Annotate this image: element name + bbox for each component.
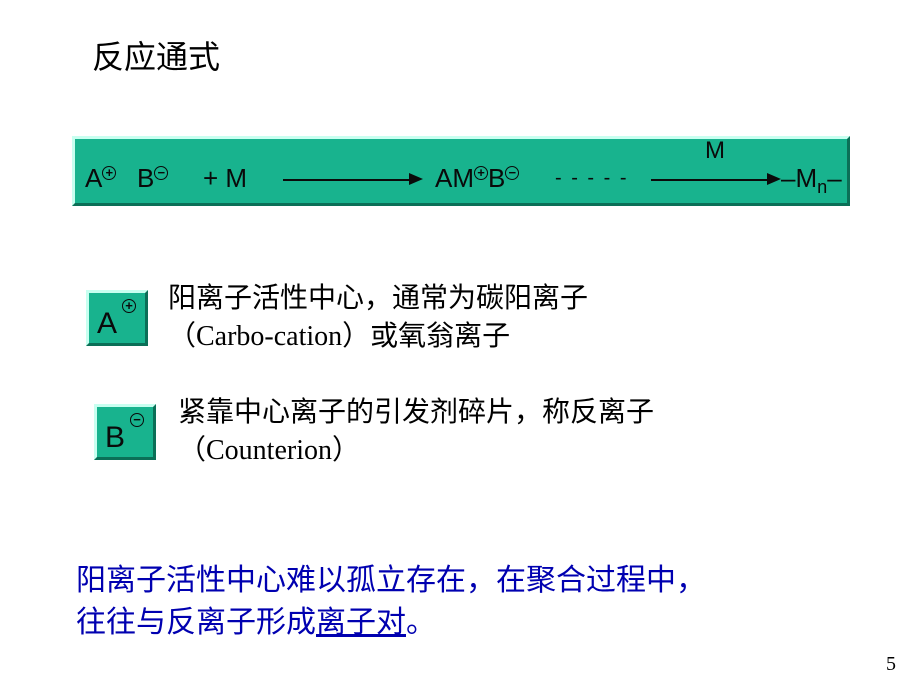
plus-circle-icon: +: [474, 166, 488, 180]
legend-a-text: 阳离子活性中心，通常为碳阳离子 （Carbo-cation）或氧翁离子: [168, 280, 588, 356]
slide: 反应通式 A+ B− + M AM+B− - - - - - M: [0, 0, 920, 690]
arrow-2-label: M: [705, 137, 725, 165]
propagation-dashes: - - - - -: [555, 167, 629, 190]
minus-circle-icon: −: [154, 166, 168, 180]
legend-b-symbol: B: [105, 421, 125, 455]
conclusion-text: 阳离子活性中心难以孤立存在，在聚合过程中， 往往与反离子形成离子对。: [76, 560, 706, 644]
legend-b-text: 紧靠中心离子的引发剂碎片，称反离子 （Counterion）: [178, 394, 654, 470]
species-b-anion: B−: [137, 163, 168, 194]
arrow-1-line: [283, 179, 413, 181]
reaction-scheme-box: A+ B− + M AM+B− - - - - - M –Mn–: [72, 136, 850, 206]
species-a-cation: A+: [85, 163, 116, 194]
page-number: 5: [886, 653, 896, 676]
reaction-inner: A+ B− + M AM+B− - - - - - M –Mn–: [75, 139, 847, 203]
slide-title: 反应通式: [92, 32, 220, 78]
arrow-2-head-icon: [767, 173, 781, 185]
plus-circle-icon: +: [122, 299, 136, 313]
plus-monomer: + M: [203, 163, 247, 194]
plus-circle-icon: +: [102, 166, 116, 180]
species-polymer: –Mn–: [781, 163, 842, 198]
ion-pair-term: 离子对: [316, 606, 406, 639]
minus-circle-icon: −: [130, 413, 144, 427]
legend-b-box: B −: [94, 404, 156, 460]
legend-a-symbol: A: [97, 307, 117, 341]
species-am-b: AM+B−: [435, 163, 519, 194]
minus-circle-icon: −: [505, 166, 519, 180]
arrow-1-head-icon: [409, 173, 423, 185]
legend-a-box: A +: [86, 290, 148, 346]
arrow-2-line: [651, 179, 771, 181]
